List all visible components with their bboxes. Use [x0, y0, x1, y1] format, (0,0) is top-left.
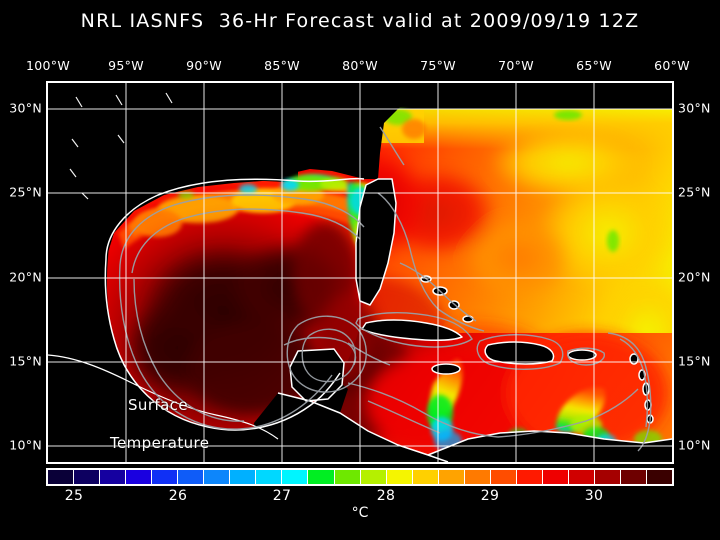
- annotation-temperature: Temperature: [110, 434, 210, 452]
- colorbar-swatch: [126, 470, 153, 484]
- longitude-axis: 100°W 95°W 90°W 85°W 80°W 75°W 70°W 65°W 60°W: [26, 58, 690, 76]
- colorbar-swatch: [100, 470, 127, 484]
- colorbar-unit-label: °C: [351, 505, 369, 521]
- colorbar-swatch: [48, 470, 75, 484]
- lat-tick-label: 20°N: [9, 269, 42, 285]
- colorbar-swatch: [438, 470, 465, 484]
- map-plot-area: Surface Temperature: [48, 83, 672, 462]
- colorbar-swatch: [490, 470, 517, 484]
- colorbar[interactable]: [46, 468, 674, 486]
- colorbar-swatch: [464, 470, 491, 484]
- colorbar-swatches: [48, 470, 673, 484]
- lat-tick-label: 10°N: [9, 437, 42, 453]
- colorbar-swatch: [152, 470, 179, 484]
- colorbar-swatch: [621, 470, 648, 484]
- colorbar-tick-label: 26: [168, 488, 188, 504]
- colorbar-swatch: [360, 470, 387, 484]
- colorbar-swatch: [256, 470, 283, 484]
- colorbar-swatch: [334, 470, 361, 484]
- sst-field: [48, 83, 672, 462]
- colorbar-swatch: [568, 470, 595, 484]
- lon-tick-label: 80°W: [342, 58, 378, 73]
- lon-tick-label: 65°W: [576, 58, 612, 73]
- colorbar-swatch: [204, 470, 231, 484]
- colorbar-tick-label: 25: [64, 488, 84, 504]
- colorbar-swatch: [74, 470, 101, 484]
- lon-tick-label: 70°W: [498, 58, 534, 73]
- lon-tick-label: 95°W: [108, 58, 144, 73]
- lon-tick-label: 100°W: [26, 58, 70, 73]
- colorbar-tick-label: 27: [272, 488, 292, 504]
- lon-tick-label: 85°W: [264, 58, 300, 73]
- colorbar-swatch: [308, 470, 335, 484]
- colorbar-swatch: [542, 470, 569, 484]
- figure-title: NRL IASNFS 36-Hr Forecast valid at 2009/…: [80, 10, 640, 32]
- lat-tick-label: 15°N: [9, 353, 42, 369]
- annotation-surface: Surface: [128, 396, 188, 414]
- lat-tick-label: 30°N: [9, 100, 42, 116]
- lon-tick-label: 60°W: [654, 58, 690, 73]
- lat-tick-label: 25°N: [9, 184, 42, 200]
- lat-tick-label: 15°N: [678, 353, 711, 369]
- lon-tick-label: 90°W: [186, 58, 222, 73]
- lat-tick-label: 10°N: [678, 437, 711, 453]
- lat-tick-label: 20°N: [678, 269, 711, 285]
- colorbar-tick-label: 29: [480, 488, 500, 504]
- lat-tick-label: 30°N: [678, 100, 711, 116]
- colorbar-swatch: [412, 470, 439, 484]
- colorbar-swatch: [282, 470, 309, 484]
- colorbar-tick-label: 30: [584, 488, 604, 504]
- lon-tick-label: 75°W: [420, 58, 456, 73]
- map-frame: Surface Temperature: [46, 81, 674, 464]
- colorbar-tick-label: 28: [376, 488, 396, 504]
- colorbar-swatch: [178, 470, 205, 484]
- lat-tick-label: 25°N: [678, 184, 711, 200]
- colorbar-swatch: [230, 470, 257, 484]
- colorbar-swatch: [516, 470, 543, 484]
- colorbar-swatch: [594, 470, 622, 484]
- colorbar-swatch: [647, 470, 673, 484]
- colorbar-swatch: [386, 470, 413, 484]
